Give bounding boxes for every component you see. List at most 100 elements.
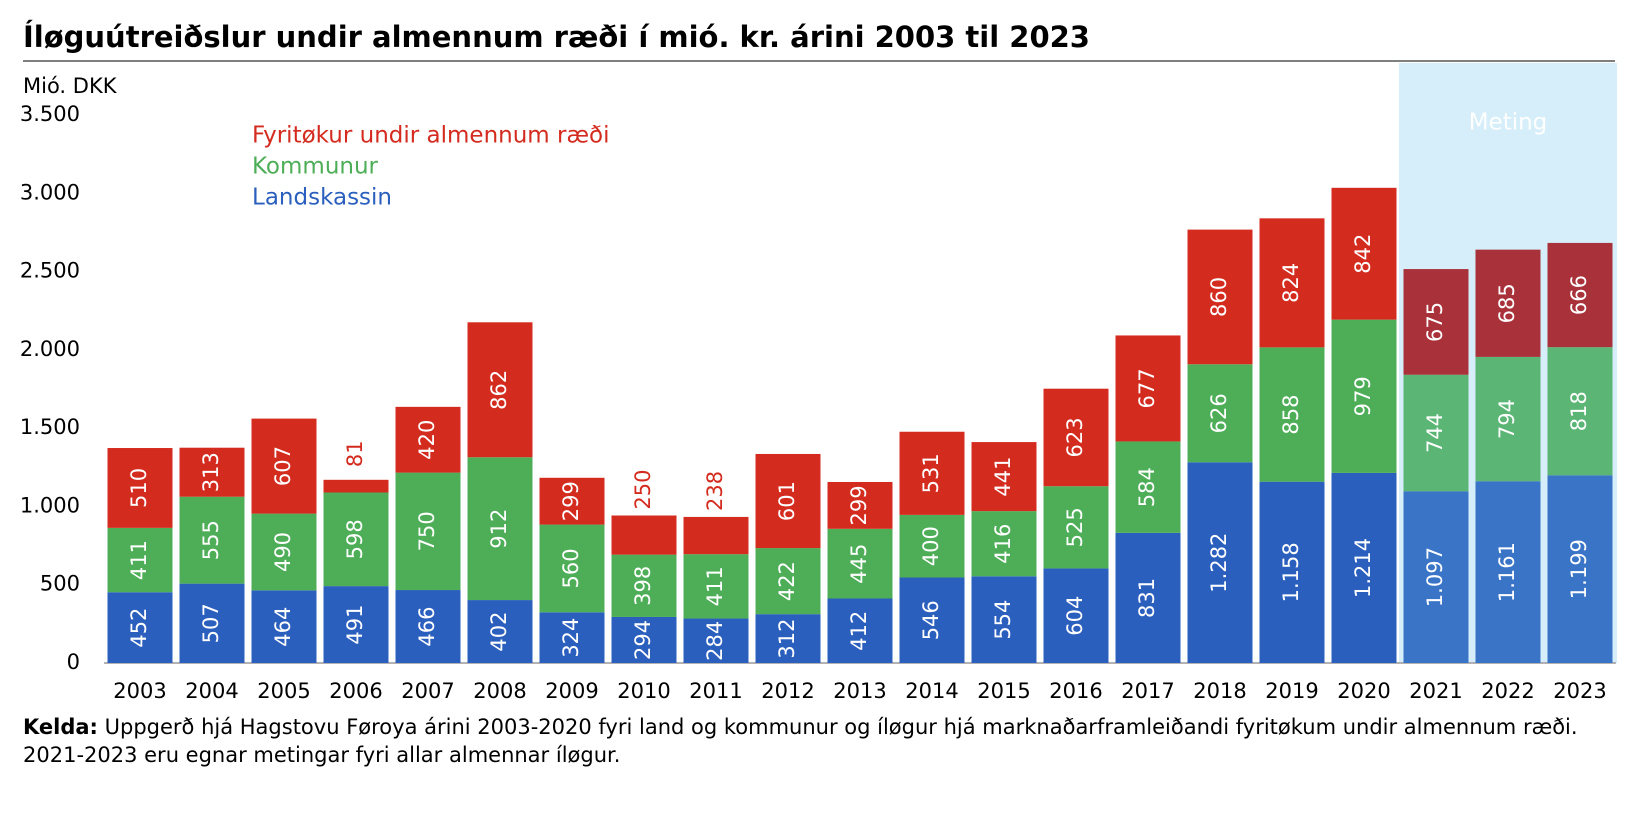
bar-segment xyxy=(395,406,461,473)
x-tick-label: 2014 xyxy=(905,679,958,703)
data-label: 598 xyxy=(343,519,367,559)
data-label: 491 xyxy=(343,605,367,645)
data-label: 324 xyxy=(559,618,583,658)
data-label: 794 xyxy=(1495,399,1519,439)
bar-segment xyxy=(1187,364,1253,463)
data-label: 312 xyxy=(775,619,799,659)
data-label: 601 xyxy=(775,481,799,521)
y-tick-label: 3.000 xyxy=(20,180,80,204)
x-tick-label: 2015 xyxy=(977,679,1030,703)
data-label: 1.199 xyxy=(1567,539,1591,599)
bar-segment xyxy=(971,576,1037,663)
legend-entry: Fyritøkur undir almennum ræði xyxy=(252,123,610,149)
x-tick-label: 2012 xyxy=(761,679,814,703)
estimate-label: Meting xyxy=(1469,110,1548,136)
bar-segment xyxy=(539,612,605,663)
bar-segment xyxy=(1547,347,1613,476)
x-tick-label: 2008 xyxy=(473,679,526,703)
data-label: 510 xyxy=(127,468,151,508)
data-label: 979 xyxy=(1351,376,1375,416)
bar-segment xyxy=(611,515,677,555)
data-label: 858 xyxy=(1279,394,1303,434)
bar-segment xyxy=(1547,475,1613,663)
bar-segment xyxy=(107,527,173,593)
y-tick-label: 1.500 xyxy=(20,415,80,439)
bar-segment xyxy=(1043,486,1109,569)
bar-segment xyxy=(1403,374,1469,492)
data-label: 824 xyxy=(1279,263,1303,303)
bar-segment xyxy=(1259,481,1325,663)
bar-segment xyxy=(323,479,389,493)
x-tick-label: 2009 xyxy=(545,679,598,703)
bar-segment xyxy=(395,472,461,591)
x-tick-label: 2003 xyxy=(113,679,166,703)
data-label: 466 xyxy=(415,606,439,646)
bar-segment xyxy=(755,453,821,549)
bar-segment xyxy=(467,322,533,458)
bar-segment xyxy=(467,600,533,663)
data-label: 860 xyxy=(1207,277,1231,317)
bar-segment xyxy=(539,524,605,613)
bar-segment xyxy=(1259,347,1325,482)
data-label: 607 xyxy=(271,446,295,486)
bar-segment xyxy=(827,528,893,599)
bar-segment xyxy=(1331,472,1397,663)
data-label: 412 xyxy=(847,611,871,651)
bar-segment xyxy=(683,554,749,619)
x-tick-label: 2010 xyxy=(617,679,670,703)
y-tick-label: 2.000 xyxy=(20,337,80,361)
data-label: 294 xyxy=(631,620,655,660)
data-label: 299 xyxy=(847,485,871,525)
source-note: Kelda: Uppgerð hjá Hagstovu Føroya árini… xyxy=(23,713,1613,769)
bar-segment xyxy=(683,516,749,555)
x-tick-label: 2013 xyxy=(833,679,886,703)
bar-segment xyxy=(1475,356,1541,482)
data-label: 250 xyxy=(631,469,655,509)
data-label: 531 xyxy=(919,453,943,493)
data-label: 744 xyxy=(1423,413,1447,453)
data-label: 675 xyxy=(1423,302,1447,342)
bar-segment xyxy=(1475,481,1541,663)
x-tick-label: 2006 xyxy=(329,679,382,703)
x-tick-label: 2016 xyxy=(1049,679,1102,703)
bar-segment xyxy=(899,577,965,663)
data-label: 1.161 xyxy=(1495,542,1519,602)
bar-segment xyxy=(827,598,893,663)
source-text: Uppgerð hjá Hagstovu Føroya árini 2003-2… xyxy=(23,715,1578,767)
bar-segment xyxy=(323,586,389,663)
bar-segment xyxy=(1475,249,1541,357)
bar-segment xyxy=(755,548,821,615)
bar-segment xyxy=(251,418,317,514)
data-label: 441 xyxy=(991,457,1015,497)
data-label: 626 xyxy=(1207,393,1231,433)
bar-segment xyxy=(179,583,245,663)
data-label: 750 xyxy=(415,511,439,551)
bar-segment xyxy=(971,511,1037,577)
chart: Íløguútreiðslur undir almennum ræði í mi… xyxy=(20,20,1617,703)
data-label: 862 xyxy=(487,370,511,410)
data-label: 411 xyxy=(127,540,151,580)
data-label: 685 xyxy=(1495,283,1519,323)
data-label: 1.158 xyxy=(1279,542,1303,602)
data-label: 1.214 xyxy=(1351,538,1375,598)
bar-segment xyxy=(1403,491,1469,663)
bar-segment xyxy=(539,477,605,525)
x-tick-label: 2020 xyxy=(1337,679,1390,703)
data-label: 445 xyxy=(847,544,871,584)
data-label: 842 xyxy=(1351,234,1375,274)
y-tick-label: 500 xyxy=(40,572,80,596)
data-label: 1.097 xyxy=(1423,547,1447,607)
data-label: 584 xyxy=(1135,467,1159,507)
data-label: 422 xyxy=(775,561,799,601)
y-axis-label: Mió. DKK xyxy=(23,74,118,98)
x-tick-label: 2004 xyxy=(185,679,238,703)
source-label: Kelda: xyxy=(23,715,98,739)
bar-segment xyxy=(1187,229,1253,365)
x-tick-label: 2007 xyxy=(401,679,454,703)
y-tick-label: 1.000 xyxy=(20,493,80,517)
bar-segment xyxy=(179,496,245,584)
x-tick-label: 2022 xyxy=(1481,679,1534,703)
data-label: 299 xyxy=(559,481,583,521)
x-tick-label: 2023 xyxy=(1553,679,1606,703)
data-label: 677 xyxy=(1135,368,1159,408)
